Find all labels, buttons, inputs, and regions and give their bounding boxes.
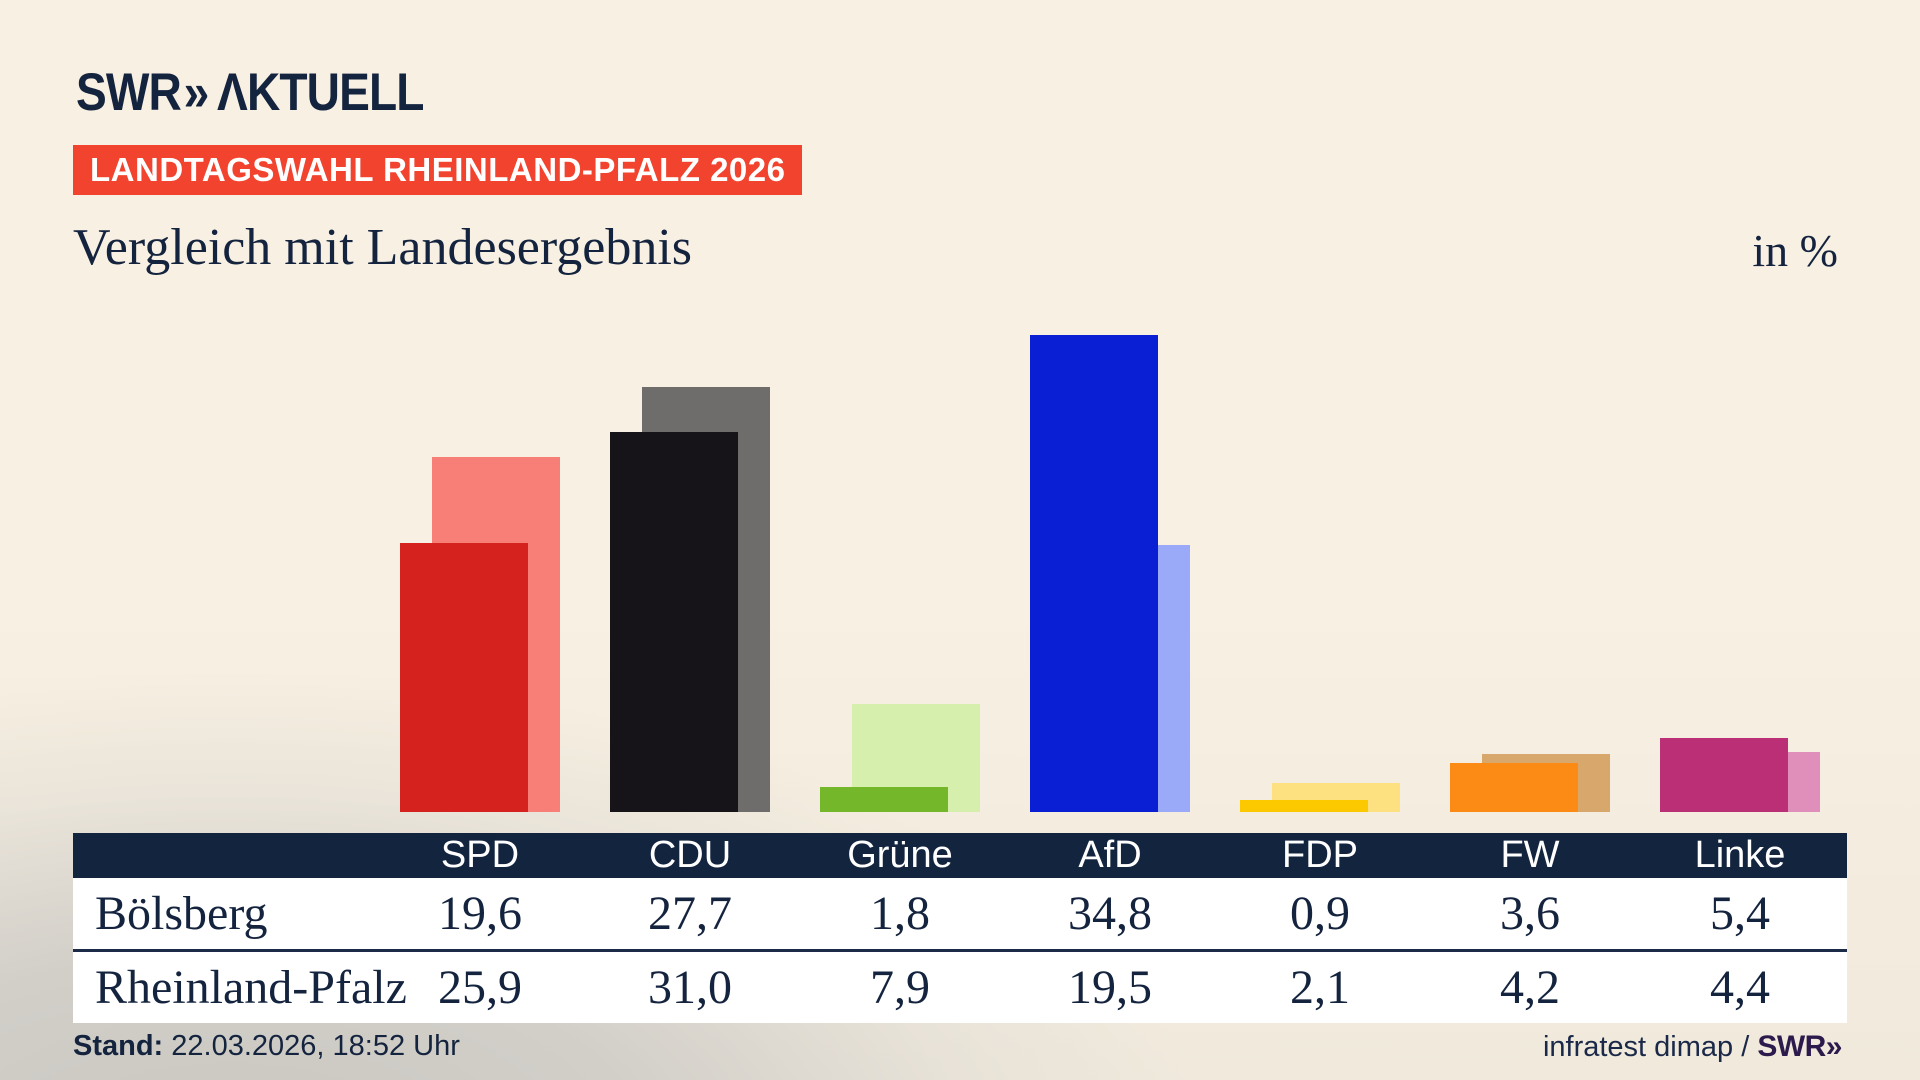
stand-label: Stand:	[73, 1030, 164, 1062]
bar-bölsberg-fw	[1450, 763, 1578, 812]
table-header-party-linke: Linke	[1694, 834, 1786, 876]
bar-bölsberg-linke	[1660, 738, 1788, 812]
value-fdp: 2,1	[1290, 961, 1350, 1014]
value-fw: 4,2	[1500, 961, 1560, 1014]
table-row-bölsberg: Bölsberg 19,6 27,7 1,8 34,8 0,9 3,6 5,4	[73, 878, 1847, 949]
table-header-row: SPD CDU Grüne AfD FDP FW Linke	[73, 833, 1847, 878]
chart-title: Vergleich mit Landesergebnis	[73, 219, 693, 276]
table-body: Bölsberg 19,6 27,7 1,8 34,8 0,9 3,6 5,4 Rheinlan…	[73, 878, 1847, 1023]
value-afd: 34,8	[1068, 887, 1152, 940]
table-header-empty-cell	[73, 833, 375, 878]
source-attribution: infratest dimap / SWR»	[1542, 1030, 1843, 1064]
value-linke: 5,4	[1710, 887, 1770, 940]
bar-bölsberg-afd	[1030, 335, 1158, 812]
logo-swr-text: SWR	[76, 63, 182, 122]
timestamp: Stand: 22.03.2026, 18:52 Uhr	[73, 1030, 460, 1063]
logo-aktuell-text: ΛKTUELL	[217, 63, 424, 122]
bar-bölsberg-grüne	[820, 787, 948, 812]
table-header-party-afd: AfD	[1078, 834, 1142, 876]
row-label: Bölsberg	[95, 887, 268, 940]
bar-bölsberg-spd	[400, 543, 528, 812]
chevrons-icon: »	[183, 63, 210, 122]
value-fdp: 0,9	[1290, 887, 1350, 940]
table-header-party-fdp: FDP	[1282, 834, 1358, 876]
row-separator	[73, 949, 1847, 952]
value-linke: 4,4	[1710, 961, 1770, 1014]
value-cdu: 31,0	[648, 961, 732, 1014]
swr-logo-small: SWR»	[1757, 1030, 1842, 1063]
stand-value: 22.03.2026, 18:52 Uhr	[163, 1030, 460, 1062]
swr-aktuell-logo: SWR» ΛKTUELL	[76, 66, 424, 119]
value-spd: 25,9	[438, 961, 522, 1014]
unit-label: in %	[1752, 225, 1838, 276]
table-header-party-grüne: Grüne	[847, 834, 953, 876]
source-text: infratest dimap /	[1542, 1031, 1758, 1063]
election-badge: LANDTAGSWAHL RHEINLAND-PFALZ 2026	[73, 145, 803, 195]
row-label: Rheinland-Pfalz	[95, 961, 407, 1014]
value-spd: 19,6	[438, 887, 522, 940]
value-grüne: 7,9	[870, 961, 930, 1014]
value-grüne: 1,8	[870, 887, 930, 940]
results-table: SPD CDU Grüne AfD FDP FW Linke Bölsberg 19,6 27,…	[73, 833, 1847, 1023]
table-header-party-cdu: CDU	[648, 834, 732, 876]
table-header-party-spd: SPD	[440, 834, 520, 876]
value-afd: 19,5	[1068, 961, 1152, 1014]
bar-bölsberg-fdp	[1240, 800, 1368, 812]
value-fw: 3,6	[1500, 887, 1560, 940]
value-cdu: 27,7	[648, 887, 732, 940]
table-row-rheinland-pfalz: Rheinland-Pfalz 25,9 31,0 7,9 19,5 2,1 4,2 4,4	[73, 952, 1847, 1023]
bar-bölsberg-cdu	[610, 432, 738, 812]
table-header-party-fw: FW	[1500, 834, 1560, 876]
